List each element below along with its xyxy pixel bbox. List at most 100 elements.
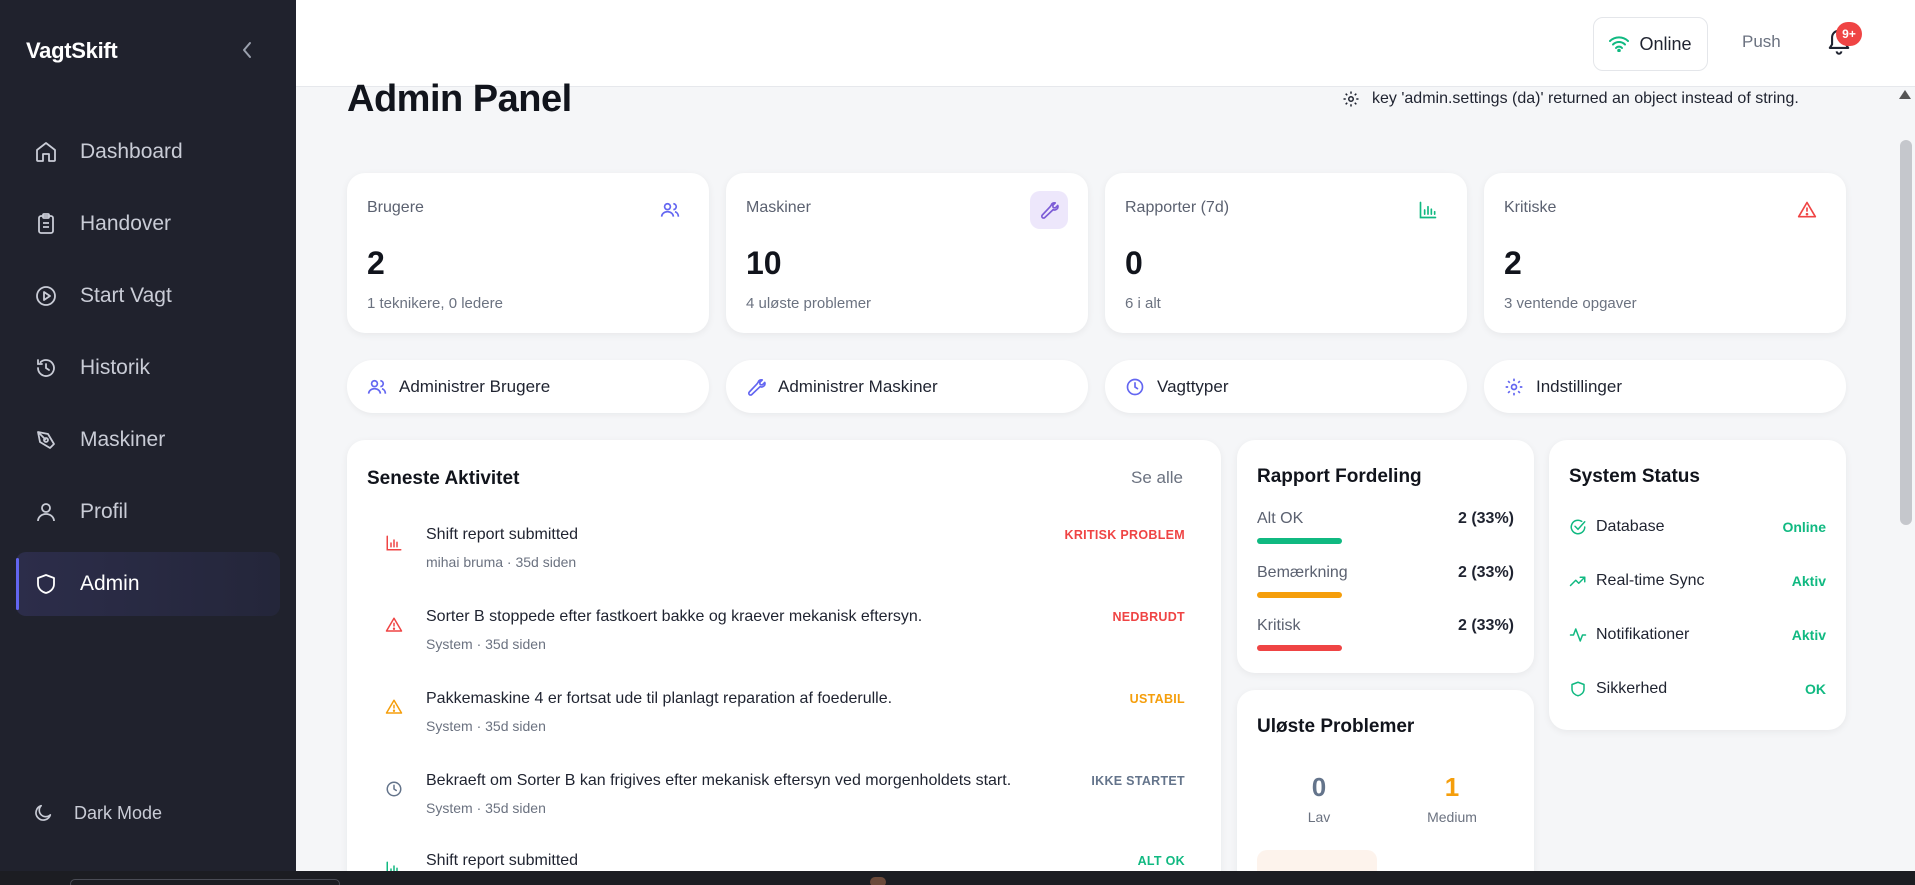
sidebar-item-historik[interactable]: Historik	[16, 336, 280, 400]
report-row-bar	[1257, 538, 1342, 544]
report-row-alt-ok: Alt OK 2 (33%)	[1257, 510, 1514, 550]
sidebar-item-start-vagt[interactable]: Start Vagt	[16, 264, 280, 328]
stat-label: Rapporter (7d)	[1125, 199, 1230, 216]
activity-author: System	[426, 718, 473, 734]
taskbar-app-icon[interactable]	[870, 877, 886, 885]
report-row-label: Bemærkning	[1257, 564, 1348, 581]
stat-card-maskiner[interactable]: Maskiner 10 4 uløste problemer	[726, 173, 1088, 333]
activity-time: 35d siden	[485, 718, 546, 734]
report-row-value: 2 (33%)	[1457, 617, 1514, 634]
stat-card-brugere[interactable]: Brugere 2 1 teknikere, 0 ledere	[347, 173, 709, 333]
online-status-button[interactable]: Online	[1593, 17, 1708, 71]
activity-author: mihai bruma	[426, 554, 504, 570]
push-button[interactable]: Push	[1742, 32, 1781, 51]
unresolved-value: 0	[1311, 772, 1327, 802]
sidebar-item-handover[interactable]: Handover	[16, 192, 280, 256]
home-icon	[32, 138, 60, 166]
unresolved-medium[interactable]: 1 Medium	[1402, 772, 1502, 825]
report-row-value: 2 (33%)	[1457, 564, 1514, 581]
manage-users-button[interactable]: Administrer Brugere	[347, 360, 709, 413]
alert-triangle-icon	[1788, 191, 1826, 229]
stat-label: Kritiske	[1504, 199, 1557, 216]
activity-item-title: Shift report submitted	[426, 852, 579, 869]
gear-icon	[1342, 90, 1360, 108]
scroll-up-arrow[interactable]	[1899, 90, 1911, 99]
activity-title: Seneste Aktivitet	[367, 468, 520, 489]
activity-author: System	[426, 636, 473, 652]
activity-item-meta: mihai bruma · 35d siden	[426, 554, 576, 570]
activity-time: 35d siden	[485, 800, 546, 816]
alert-triangle-icon	[385, 698, 405, 718]
clock-icon	[1125, 377, 1145, 397]
activity-item[interactable]: Bekraeft om Sorter B kan frigives efter …	[367, 772, 1187, 832]
status-label: Sikkerhed	[1596, 680, 1668, 697]
system-status-panel: System Status Database Online Real-time …	[1549, 440, 1846, 730]
settings-note-text: key 'admin.settings (da)' returned an ob…	[1372, 90, 1799, 107]
quick-action-label: Indstillinger	[1536, 376, 1622, 396]
stat-card-kritiske[interactable]: Kritiske 2 3 ventende opgaver	[1484, 173, 1846, 333]
manage-machines-button[interactable]: Administrer Maskiner	[726, 360, 1088, 413]
shift-types-button[interactable]: Vagttyper	[1105, 360, 1467, 413]
taskbar-search[interactable]	[70, 879, 340, 885]
stat-sub: 4 uløste problemer	[746, 295, 872, 312]
activity-status-tag: NEDBRUDT	[1112, 610, 1185, 624]
activity-status-tag: ALT OK	[1137, 854, 1185, 868]
report-row-kritisk: Kritisk 2 (33%)	[1257, 617, 1514, 657]
sidebar-item-admin[interactable]: Admin	[16, 552, 280, 616]
wifi-icon	[1609, 36, 1630, 52]
dark-mode-label: Dark Mode	[74, 802, 163, 823]
check-circle-icon	[1569, 518, 1587, 536]
sidebar-item-label: Start Vagt	[80, 284, 172, 307]
activity-separator: ·	[476, 718, 482, 734]
activity-status-tag: KRITISK PROBLEM	[1064, 528, 1185, 542]
status-row-database: Database Online	[1569, 512, 1826, 542]
user-icon	[32, 498, 60, 526]
sidebar-item-label: Dashboard	[80, 140, 183, 163]
sidebar-item-profil[interactable]: Profil	[16, 480, 280, 544]
dark-mode-toggle[interactable]: Dark Mode	[30, 800, 162, 826]
bar-chart-icon	[1409, 191, 1447, 229]
trending-up-icon	[1569, 572, 1587, 590]
stat-value: 2	[1504, 245, 1522, 281]
status-value: Aktiv	[1791, 627, 1826, 643]
wrench-icon	[746, 377, 766, 397]
settings-button[interactable]: Indstillinger	[1484, 360, 1846, 413]
status-label: Real-time Sync	[1596, 572, 1705, 589]
activity-item[interactable]: Sorter B stoppede efter fastkoert bakke …	[367, 608, 1187, 668]
see-all-link[interactable]: Se alle	[1131, 468, 1183, 487]
stat-label: Maskiner	[746, 199, 811, 216]
gear-icon	[1504, 377, 1524, 397]
stat-sub: 6 i alt	[1125, 295, 1161, 312]
stat-value: 10	[746, 245, 782, 281]
status-value: Aktiv	[1791, 573, 1826, 589]
activity-separator: ·	[506, 554, 512, 570]
stat-card-rapporter[interactable]: Rapporter (7d) 0 6 i alt	[1105, 173, 1467, 333]
activity-item[interactable]: Shift report submitted ALT OK	[367, 852, 1187, 871]
sidebar-item-label: Admin	[80, 572, 140, 595]
settings-note[interactable]: key 'admin.settings (da)' returned an ob…	[1342, 90, 1799, 108]
scrollbar-thumb[interactable]	[1900, 140, 1912, 525]
bar-chart-icon	[385, 860, 405, 871]
activity-time: 35d siden	[485, 636, 546, 652]
moon-icon	[30, 800, 56, 826]
unresolved-label: Medium	[1427, 809, 1477, 825]
unresolved-high-block[interactable]	[1257, 850, 1377, 871]
activity-item-title: Sorter B stoppede efter fastkoert bakke …	[426, 608, 923, 625]
activity-item[interactable]: Pakkemaskine 4 er fortsat ude til planla…	[367, 690, 1187, 750]
sidebar-item-maskiner[interactable]: Maskiner	[16, 408, 280, 472]
report-row-label: Kritisk	[1257, 617, 1301, 634]
os-taskbar	[0, 871, 1915, 885]
alert-triangle-icon	[385, 616, 405, 636]
stat-sub: 3 ventende opgaver	[1504, 295, 1637, 312]
sidebar-item-label: Historik	[80, 356, 151, 379]
activity-item[interactable]: Shift report submitted mihai bruma · 35d…	[367, 526, 1187, 586]
unresolved-low[interactable]: 0 Lav	[1269, 772, 1369, 825]
sidebar-item-dashboard[interactable]: Dashboard	[16, 120, 280, 184]
stat-label: Brugere	[367, 199, 424, 216]
recent-activity-panel: Seneste Aktivitet Se alle Shift report s…	[347, 440, 1221, 871]
collapse-sidebar-button[interactable]	[236, 38, 258, 62]
status-label: Database	[1596, 518, 1665, 535]
report-distribution-title: Rapport Fordeling	[1257, 466, 1422, 487]
report-row-value: 2 (33%)	[1457, 510, 1514, 527]
report-distribution-panel: Rapport Fordeling Alt OK 2 (33%) Bemærkn…	[1237, 440, 1534, 673]
